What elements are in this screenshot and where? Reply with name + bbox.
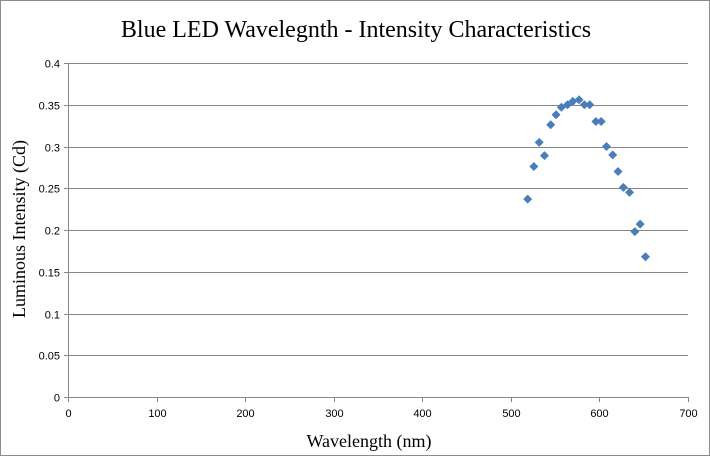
data-point <box>618 182 628 192</box>
data-points <box>523 95 650 262</box>
data-point <box>529 162 539 172</box>
y-tick-label: 0.1 <box>45 310 60 322</box>
axes <box>64 63 689 402</box>
x-tick-label: 600 <box>590 408 608 420</box>
data-point <box>540 151 550 161</box>
data-point <box>635 219 645 229</box>
gridlines <box>68 63 688 356</box>
x-axis-title: Wavelength (nm) <box>306 431 431 452</box>
x-tick-label: 300 <box>325 408 343 420</box>
y-tick-label: 0.05 <box>39 351 60 363</box>
data-point <box>523 194 533 204</box>
data-point <box>551 110 561 120</box>
data-point <box>630 227 640 237</box>
y-tick-label: 0.2 <box>45 226 60 238</box>
data-point <box>568 96 578 106</box>
data-point <box>613 167 623 177</box>
data-point <box>640 252 650 262</box>
data-point <box>574 95 584 105</box>
data-point <box>625 187 635 197</box>
x-tick-label: 0 <box>65 408 71 420</box>
chart-title: Blue LED Wavelegnth - Intensity Characte… <box>121 17 591 43</box>
data-point <box>579 100 589 110</box>
y-tick-label: 0.3 <box>45 143 60 155</box>
data-point <box>602 142 612 151</box>
x-tick-label: 700 <box>679 408 697 420</box>
data-point <box>534 137 544 147</box>
data-point <box>585 100 595 110</box>
y-tick-label: 0.15 <box>39 268 60 280</box>
data-point <box>591 116 601 126</box>
x-tick-label: 500 <box>502 408 520 420</box>
y-tick-label: 0.25 <box>39 184 60 196</box>
y-axis-title: Luminous Intensity (Cd) <box>9 140 30 318</box>
y-tick-label: 0 <box>54 393 60 405</box>
data-point <box>546 120 556 130</box>
tick-labels: 0 0.05 0.1 0.15 0.2 0.25 0.3 0.35 0.4 0 100 200 300 4… <box>39 59 698 421</box>
data-point <box>596 116 606 126</box>
y-tick-label: 0.4 <box>45 59 60 71</box>
x-tick-label: 100 <box>148 408 166 420</box>
x-tick-label: 400 <box>413 408 431 420</box>
x-tick-label: 200 <box>236 408 254 420</box>
y-tick-label: 0.35 <box>39 101 60 113</box>
data-point <box>608 150 618 160</box>
